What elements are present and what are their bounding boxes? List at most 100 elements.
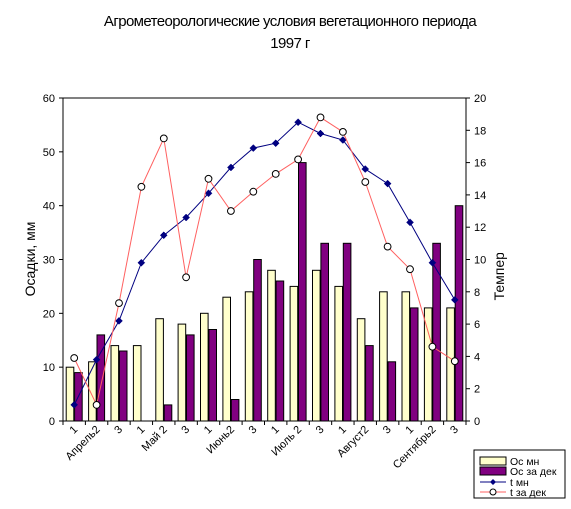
marker-t-za-dek-5 [182,273,191,282]
marker-t-za-dek-11 [316,113,325,122]
y-tick-label-60: 60 [43,93,55,105]
legend-swatch-os-mn [479,456,507,466]
legend-label-t-mn: t мн [510,477,529,489]
y2-tick-label-14: 14 [474,190,486,202]
bar-os-za-dek-1 [96,334,106,422]
y2-tick-label-8: 8 [474,287,480,299]
marker-t-mn-7 [227,163,235,172]
y2-tick-label-4: 4 [474,351,480,363]
x-tick-label-8: 3 [247,424,260,437]
marker-t-mn-13 [361,165,370,173]
y2-tick-label-0: 0 [474,416,480,428]
marker-t-za-dek-6 [204,174,213,183]
x-tick-label-15: 1 [403,424,416,437]
legend-marker-t-mn [490,479,496,485]
bar-os-mn-15 [401,291,411,422]
bar-os-mn-16 [423,307,433,422]
line-t-mn [73,121,456,406]
marker-t-za-dek-17 [450,357,459,366]
bar-os-mn-10 [289,285,299,422]
bar-os-za-dek-5 [186,334,195,422]
marker-t-za-dek-13 [361,178,370,186]
marker-t-za-dek-0 [70,354,79,362]
bar-os-za-dek-7 [230,399,240,422]
bar-os-za-dek-6 [208,329,217,422]
x-tick-label-4: Май 2 [140,424,170,454]
bar-os-za-dek-12 [342,242,352,422]
legend-label-t-za-dek: t за дек [510,487,546,499]
marker-t-za-dek-4 [159,134,168,143]
x-tick-label-3: 1 [135,424,148,437]
bar-os-za-dek-10 [298,162,307,422]
marker-t-mn-10 [294,118,302,127]
bar-os-za-dek-15 [409,307,419,422]
y-tick-label-30: 30 [43,255,55,267]
y2-axis-title: Температура [491,215,507,300]
y2-tick-label-6: 6 [474,319,480,331]
plot-frame [62,97,467,422]
bar-os-za-dek-4 [163,404,173,422]
y-axis-title: Осадки, мм [22,222,38,297]
marker-t-mn-14 [383,179,392,188]
bar-os-mn-11 [312,269,321,422]
marker-t-mn-8 [249,144,258,152]
y2-tick-label-20: 20 [474,93,486,105]
y2-tick-label-10: 10 [474,255,486,267]
y2-tick-label-16: 16 [474,158,486,170]
marker-t-mn-2 [115,317,123,325]
bar-os-za-dek-13 [365,345,374,422]
line-t-za-dek [73,116,456,407]
x-tick-label-2: 3 [112,424,125,437]
bar-os-mn-2 [110,345,120,422]
marker-t-za-dek-16 [428,342,437,351]
marker-t-mn-16 [428,258,437,267]
y-tick-label-10: 10 [43,362,55,374]
marker-t-mn-11 [316,129,325,138]
bar-os-mn-6 [200,312,209,422]
bar-os-za-dek-8 [253,259,262,422]
marker-t-mn-0 [70,400,79,409]
x-tick-label-6: 1 [202,424,215,437]
y-tick-label-50: 50 [43,147,55,159]
y2-tick-label-12: 12 [474,222,486,234]
bar-os-mn-14 [379,291,388,422]
marker-t-mn-9 [271,139,280,148]
bar-os-za-dek-14 [387,361,397,422]
marker-t-mn-12 [339,136,347,144]
marker-t-za-dek-9 [271,170,280,178]
y2-tick-label-2: 2 [474,384,480,396]
chart-title-group: Агрометеорологические условия вегетацион… [104,13,478,52]
marker-t-mn-5 [182,213,190,222]
x-tick-label-5: 3 [179,424,192,437]
marker-t-za-dek-1 [92,401,101,409]
x-tick-label-12: 1 [336,424,349,437]
bar-os-mn-8 [244,291,254,422]
bar-os-mn-0 [65,366,75,422]
legend-label-os-za-dek: Ос за дек [510,466,557,478]
marker-t-za-dek-12 [339,128,347,136]
bar-os-mn-13 [356,318,366,422]
y-tick-label-20: 20 [43,308,55,320]
marker-t-za-dek-2 [115,299,123,308]
marker-t-za-dek-8 [249,187,258,196]
bar-os-za-dek-17 [454,205,464,422]
marker-t-za-dek-3 [137,182,146,191]
legend-label-os-mn: Ос мн [510,456,540,468]
x-tick-label-11: 3 [314,424,327,437]
x-tick-label-0: 1 [67,424,80,437]
chart-title-line-1: Агрометеорологические условия вегетацион… [104,13,477,30]
y-tick-label-0: 0 [49,416,55,428]
bar-os-mn-7 [222,296,231,422]
marker-t-za-dek-15 [406,265,414,274]
x-tick-label-14: 3 [381,424,394,437]
marker-t-mn-1 [92,355,101,364]
legend-marker-t-za-dek [489,488,497,496]
marker-t-mn-15 [406,218,414,227]
bar-os-mn-3 [132,345,142,422]
marker-t-za-dek-10 [294,155,303,164]
legend-swatch-os-za-dek [479,466,507,476]
bar-os-mn-9 [267,269,276,422]
plot-area [62,97,467,422]
